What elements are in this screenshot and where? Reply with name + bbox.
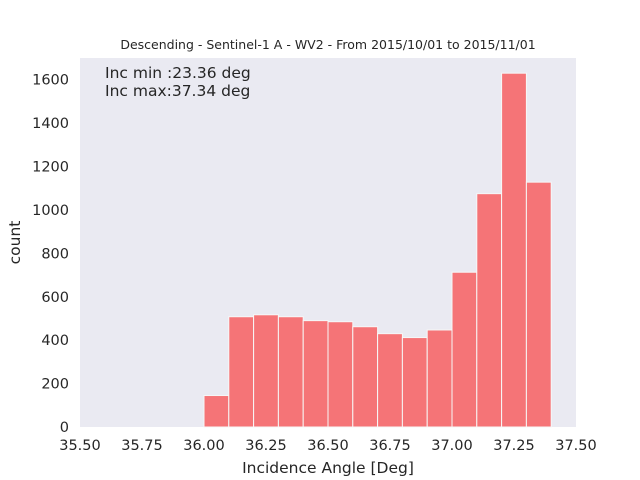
- x-tick-label: 37.25: [493, 438, 535, 454]
- histogram-bar: [203, 395, 230, 428]
- x-axis-ticks: 35.50 35.75 36.00 36.25 36.50 36.75 37.00 37.25…: [59, 438, 597, 454]
- x-tick-label: 36.50: [307, 438, 349, 454]
- x-tick-label: 37.00: [431, 438, 473, 454]
- histogram-bar: [277, 316, 304, 428]
- histogram-bar: [352, 326, 379, 428]
- y-tick-label: 1400: [32, 116, 69, 132]
- histogram-bar: [302, 320, 329, 428]
- x-tick-label: 36.00: [183, 438, 225, 454]
- annotation-inc-max: Inc max:37.34 deg: [105, 82, 250, 100]
- y-tick-label: 400: [41, 333, 69, 349]
- y-tick-label: 600: [41, 290, 69, 306]
- x-tick-label: 35.50: [59, 438, 101, 454]
- chart-title: Descending - Sentinel-1 A - WV2 - From 2…: [120, 37, 535, 52]
- histogram-bar: [327, 321, 354, 428]
- histogram-bar: [525, 181, 552, 428]
- x-tick-label: 37.50: [555, 438, 597, 454]
- y-axis-ticks: 0 200 400 600 800 1000 1200 1400 1600: [32, 73, 69, 436]
- y-tick-label: 800: [41, 246, 69, 262]
- histogram-bar: [476, 193, 503, 428]
- histogram-bar: [253, 314, 279, 428]
- x-axis-label: Incidence Angle [Deg]: [242, 459, 414, 477]
- y-tick-label: 1000: [32, 203, 69, 219]
- y-tick-label: 1200: [32, 160, 69, 176]
- histogram-bar: [377, 333, 403, 428]
- annotation-inc-min: Inc min :23.36 deg: [105, 64, 251, 82]
- y-tick-label: 0: [60, 420, 69, 436]
- x-tick-label: 35.75: [121, 438, 163, 454]
- histogram-bar: [501, 72, 527, 428]
- y-tick-label: 1600: [32, 73, 69, 89]
- histogram-bar: [426, 329, 453, 428]
- histogram-bar: [228, 316, 255, 428]
- histogram-bar: [401, 337, 428, 428]
- y-axis-label: count: [6, 221, 24, 265]
- histogram-bar: [451, 271, 478, 428]
- y-tick-label: 200: [41, 377, 69, 393]
- histogram-bars: [203, 72, 552, 428]
- x-tick-label: 36.75: [369, 438, 411, 454]
- x-tick-label: 36.25: [245, 438, 287, 454]
